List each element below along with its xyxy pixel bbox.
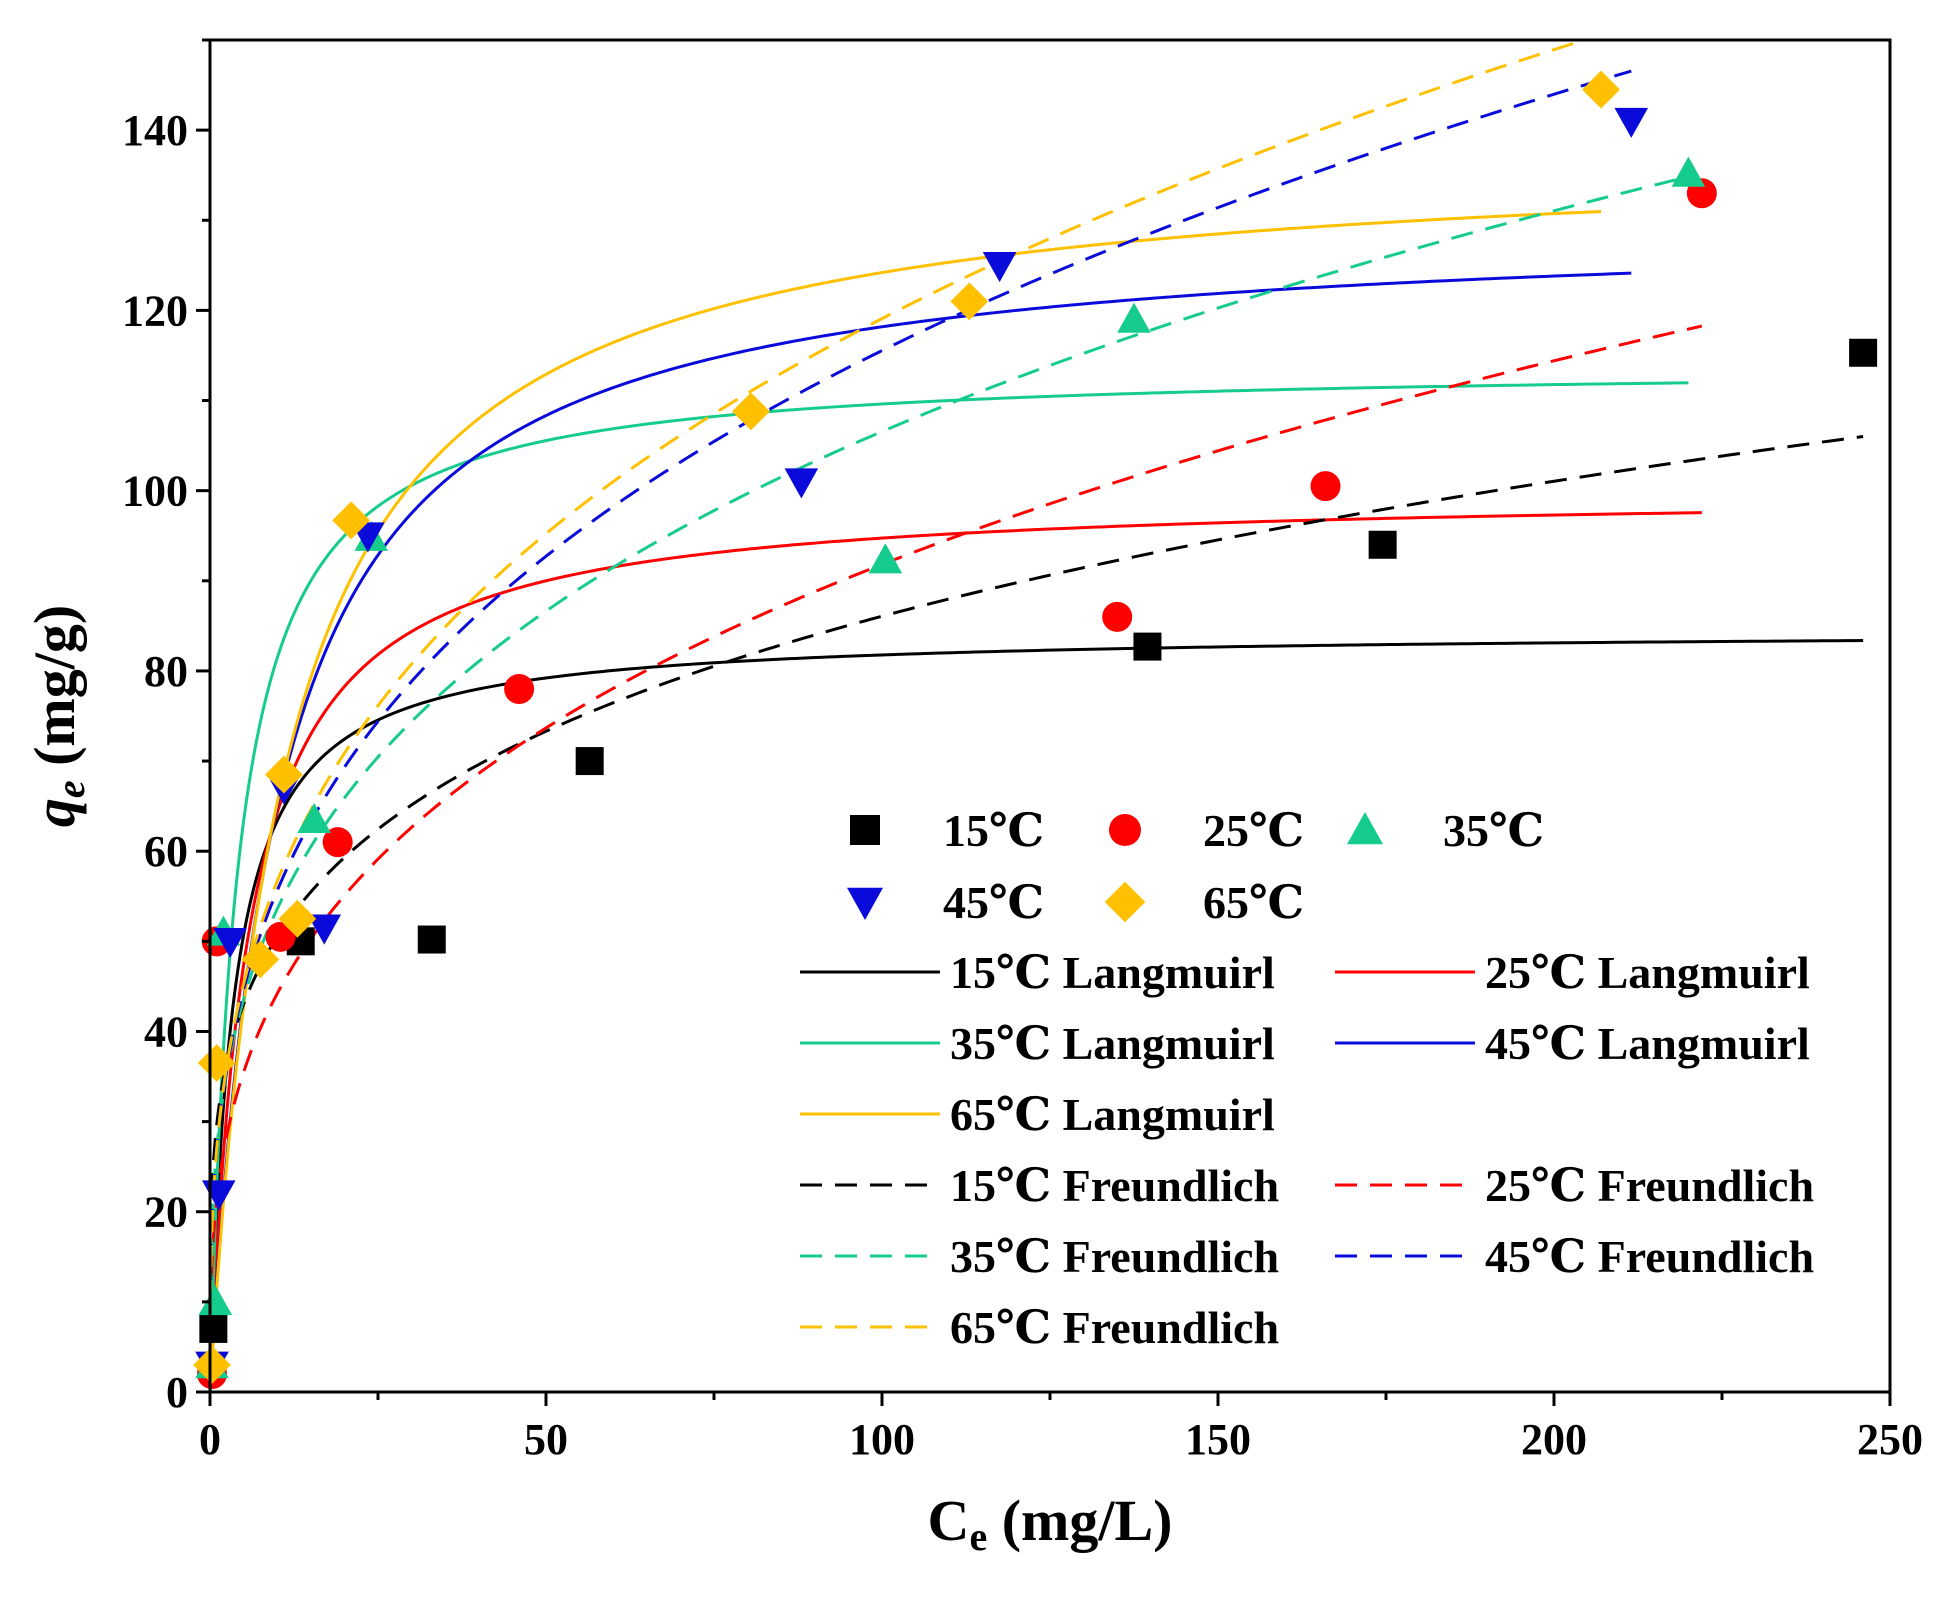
legend-label: 15℃ (943, 805, 1044, 856)
legend-marker-triangle-up (1347, 812, 1383, 845)
data-point-square (1849, 338, 1878, 367)
legend-label: 65℃ Langmuirl (950, 1089, 1275, 1140)
data-point-diamond (278, 899, 317, 938)
data-point-circle (322, 827, 353, 858)
fit-line-25-langmuirl (210, 511, 1702, 1391)
data-point-square (199, 1314, 228, 1343)
axis-ticks: 0 50 100 150 200 250 0 20 40 60 80 100 120 140 (122, 38, 1923, 1464)
legend-label: 45℃ Freundlich (1485, 1231, 1814, 1282)
data-point-circle (1310, 471, 1341, 502)
data-point-triangle-down (307, 914, 342, 945)
legend-marker-circle (1109, 814, 1141, 846)
fit-line-65-freundlich (210, 40, 1590, 1337)
data-point-square (417, 925, 446, 954)
data-point-triangle-down (784, 468, 819, 499)
data-point-circle (265, 921, 296, 952)
data-point-square (1368, 530, 1397, 559)
data-point-circle (504, 673, 535, 704)
y-tick-label: 140 (122, 106, 188, 155)
data-point-triangle-up (868, 543, 903, 574)
data-point-triangle-down (213, 928, 247, 959)
y-tick-label: 20 (144, 1188, 188, 1237)
fit-line-15-langmuirl (210, 639, 1864, 1390)
x-tick-label: 250 (1857, 1415, 1923, 1464)
y-tick-label: 40 (144, 1007, 188, 1056)
x-tick-label: 150 (1185, 1415, 1251, 1464)
axis-titles: Ce (mg/L) qe (mg/g) (22, 605, 1172, 1559)
data-points (193, 70, 1878, 1389)
data-point-diamond (1582, 70, 1620, 109)
x-tick-label: 0 (199, 1415, 221, 1464)
y-tick-label: 120 (122, 286, 188, 335)
legend-label: 15℃ Langmuirl (950, 947, 1275, 998)
fit-line-35-freundlich (210, 175, 1689, 1331)
legend-label: 45℃ Langmuirl (1485, 1018, 1810, 1069)
data-point-diamond (950, 282, 989, 321)
data-point-square (575, 747, 604, 776)
fit-line-25-freundlich (210, 324, 1703, 1348)
data-point-diamond (265, 755, 303, 794)
data-point-triangle-down (982, 252, 1017, 283)
legend-label: 45℃ (943, 877, 1044, 928)
legend-label: 35℃ Langmuirl (950, 1018, 1275, 1069)
legend-label: 25℃ Langmuirl (1485, 947, 1810, 998)
x-axis-title-unit: (mg/L) (987, 1488, 1172, 1553)
data-point-triangle-up (1117, 302, 1151, 333)
legend-label: 35℃ (1443, 805, 1544, 856)
legend: 15℃ 25℃ 35℃ 45℃ 65℃ 15℃ Langmuirl 25℃ Langmuir… (800, 805, 1814, 1353)
legend-label: 65℃ (1203, 877, 1304, 928)
y-axis-title-unit: (mg/g) (22, 605, 87, 781)
y-tick-label: 80 (144, 647, 188, 696)
data-point-triangle-up (297, 802, 331, 833)
legend-label: 65℃ Freundlich (950, 1302, 1279, 1353)
x-tick-label: 200 (1521, 1415, 1587, 1464)
legend-marker-diamond (1104, 881, 1146, 923)
legend-label: 25℃ Freundlich (1485, 1160, 1814, 1211)
fit-line-35-langmuirl (210, 381, 1689, 1390)
y-tick-label: 0 (166, 1368, 188, 1417)
y-tick-label: 60 (144, 827, 188, 876)
data-point-diamond (332, 501, 371, 540)
data-point-diamond (197, 1044, 236, 1082)
x-axis-title-main: C (928, 1488, 970, 1553)
data-point-diamond (732, 392, 770, 431)
y-axis-title-main: q (22, 798, 87, 827)
legend-label: 35℃ Freundlich (950, 1231, 1279, 1282)
x-tick-label: 50 (524, 1415, 568, 1464)
y-axis-title-sub: e (48, 780, 93, 798)
legend-marker-square (850, 815, 880, 845)
legend-marker-triangle-down (847, 887, 883, 920)
y-tick-label: 100 (122, 467, 188, 516)
fit-line-15-freundlich (210, 435, 1864, 1301)
x-axis-title: Ce (mg/L) (928, 1488, 1173, 1559)
x-axis-title-sub: e (969, 1514, 987, 1559)
fit-line-45-freundlich (210, 69, 1632, 1337)
data-point-diamond (193, 1346, 231, 1384)
data-point-triangle-down (201, 1180, 236, 1211)
data-point-triangle-up (1671, 156, 1706, 187)
data-point-diamond (241, 940, 280, 979)
data-point-triangle-down (1614, 107, 1649, 138)
fit-line-45-langmuirl (210, 271, 1632, 1391)
legend-label: 15℃ Freundlich (950, 1160, 1279, 1211)
data-point-triangle-up (198, 1285, 233, 1316)
x-tick-label: 100 (849, 1415, 915, 1464)
legend-label: 25℃ (1203, 805, 1304, 856)
y-axis-title: qe (mg/g) (22, 605, 93, 827)
data-point-circle (1102, 601, 1133, 632)
data-point-square (1133, 632, 1162, 661)
